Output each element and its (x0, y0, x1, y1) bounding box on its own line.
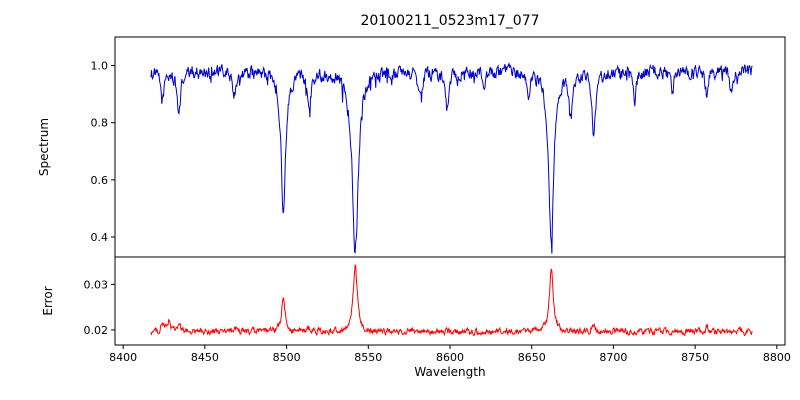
y-tick-label: 0.03 (84, 278, 109, 291)
y-tick-label: 1.0 (91, 60, 109, 73)
x-tick-label: 8400 (109, 351, 137, 364)
x-tick-label: 8800 (763, 351, 791, 364)
x-axis-label: Wavelength (414, 365, 486, 379)
spectrum-line (150, 62, 753, 254)
x-tick-label: 8750 (681, 351, 709, 364)
x-tick-label: 8650 (518, 351, 546, 364)
x-tick-label: 8600 (436, 351, 464, 364)
y-tick-label: 0.6 (91, 174, 109, 187)
plot-title: 20100211_0523m17_077 (360, 13, 540, 29)
error-line (150, 263, 753, 337)
x-tick-label: 8550 (354, 351, 382, 364)
y-tick-label: 0.4 (91, 231, 109, 244)
x-tick-label: 8500 (273, 351, 301, 364)
x-tick-label: 8450 (191, 351, 219, 364)
y-tick-label: 0.02 (84, 324, 109, 337)
y-tick-label: 0.8 (91, 117, 109, 130)
x-tick-label: 8700 (599, 351, 627, 364)
